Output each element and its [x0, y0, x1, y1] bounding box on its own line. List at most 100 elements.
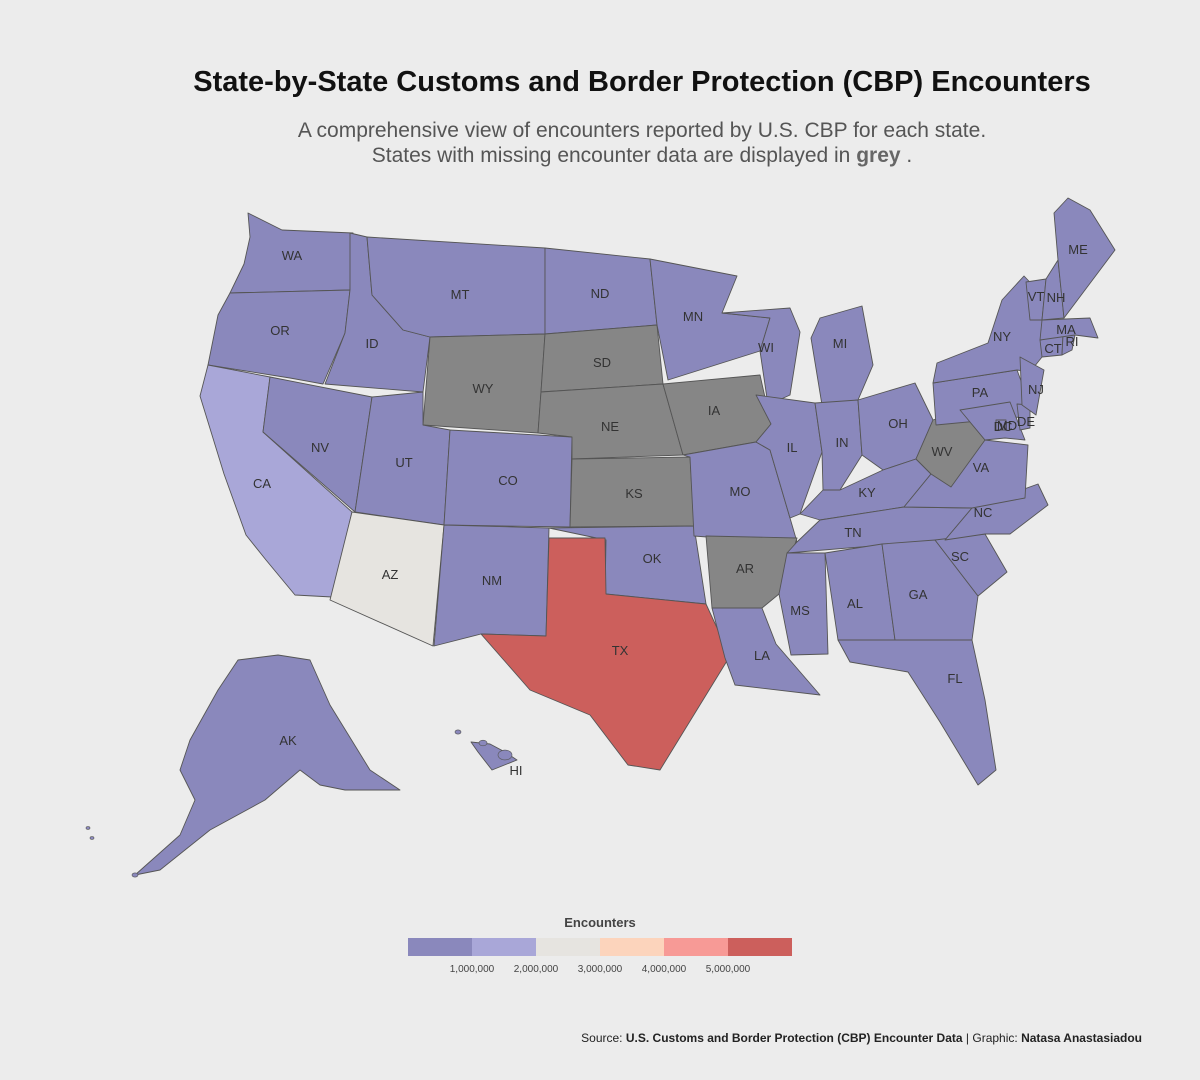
state-label-nd: ND	[591, 286, 610, 301]
state-label-ia: IA	[708, 403, 721, 418]
state-label-fl: FL	[947, 671, 962, 686]
state-tx	[480, 537, 731, 771]
island-shape	[131, 872, 139, 878]
state-mi	[810, 305, 874, 406]
legend-tick-4: 4,000,000	[641, 964, 687, 975]
state-az	[329, 511, 445, 647]
state-label-wv: WV	[932, 444, 953, 459]
state-label-tx: TX	[612, 643, 629, 658]
source-name: U.S. Customs and Border Protection (CBP)…	[625, 1031, 963, 1045]
subtitle-grey-highlight: grey	[856, 144, 901, 167]
state-label-nv: NV	[311, 440, 329, 455]
state-label-ne: NE	[601, 419, 619, 434]
state-label-nj: NJ	[1028, 382, 1044, 397]
state-label-sd: SD	[593, 355, 611, 370]
state-label-me: ME	[1068, 242, 1088, 257]
state-label-ny: NY	[993, 329, 1011, 344]
state-label-nm: NM	[482, 573, 502, 588]
state-mn	[649, 258, 771, 381]
state-label-hi: HI	[510, 763, 523, 778]
state-label-mn: MN	[683, 309, 703, 324]
subtitle-line-2-prefix: States with missing encounter data are d…	[371, 144, 851, 167]
map-subtitle: A comprehensive view of encounters repor…	[0, 118, 1200, 168]
source-credit: Source: U.S. Customs and Border Protecti…	[581, 1031, 1142, 1045]
state-label-mt: MT	[451, 287, 470, 302]
legend-swatch-1	[408, 938, 472, 956]
state-label-il: IL	[787, 440, 798, 455]
state-label-nc: NC	[974, 505, 993, 520]
source-label: Source:	[581, 1031, 623, 1045]
state-fl	[837, 639, 997, 786]
graphic-author: Natasa Anastasiadou	[1021, 1031, 1142, 1045]
state-hi	[470, 741, 518, 771]
graphic-label: | Graphic:	[965, 1031, 1018, 1045]
state-ar	[705, 535, 798, 609]
state-label-oh: OH	[888, 416, 908, 431]
legend-swatch-5	[664, 938, 728, 956]
state-label-ca: CA	[253, 476, 271, 491]
state-label-az: AZ	[382, 567, 399, 582]
state-labels-layer: WA OR CA NV ID MT WY UT AZ CO NM ND SD NE KS OK TX MN IA MO…	[253, 242, 1088, 778]
subtitle-line-2-suffix: .	[906, 144, 913, 167]
legend-swatch-6	[728, 938, 792, 956]
island-shape	[478, 739, 488, 747]
state-label-wy: WY	[473, 381, 494, 396]
state-label-mi: MI	[833, 336, 847, 351]
state-label-ar: AR	[736, 561, 754, 576]
legend-tick-1: 1,000,000	[449, 964, 495, 975]
state-label-de: DE	[1017, 414, 1035, 429]
island-shape	[497, 749, 513, 761]
state-ak	[134, 654, 401, 876]
island-shape	[89, 836, 95, 840]
states-layer	[85, 197, 1116, 878]
legend-tick-3: 3,000,000	[577, 964, 623, 975]
state-label-ky: KY	[858, 485, 876, 500]
legend-swatch-4	[600, 938, 664, 956]
state-label-wa: WA	[282, 248, 303, 263]
state-label-ut: UT	[395, 455, 412, 470]
legend-title: Encounters	[564, 915, 636, 930]
state-label-tn: TN	[844, 525, 861, 540]
state-label-wi: WI	[758, 340, 774, 355]
state-label-ma: MA	[1056, 322, 1076, 337]
state-label-al: AL	[847, 596, 863, 611]
state-md	[959, 401, 1026, 441]
state-label-sc: SC	[951, 549, 969, 564]
state-ma	[1039, 317, 1099, 341]
island-shape	[85, 826, 91, 830]
state-label-ks: KS	[625, 486, 643, 501]
state-label-ga: GA	[909, 587, 928, 602]
state-label-ri: RI	[1066, 334, 1079, 349]
legend-color-bar	[408, 938, 792, 956]
subtitle-line-2: States with missing encounter data are d…	[0, 143, 1200, 168]
state-label-vt: VT	[1028, 289, 1045, 304]
state-label-la: LA	[754, 648, 770, 663]
state-label-ct: CT	[1044, 341, 1061, 356]
state-label-va: VA	[973, 460, 990, 475]
state-label-nh: NH	[1047, 290, 1066, 305]
state-la	[711, 607, 821, 696]
state-label-dc: DC	[994, 419, 1013, 434]
state-label-md: MD	[997, 418, 1017, 433]
legend-tick-2: 2,000,000	[513, 964, 559, 975]
state-label-or: OR	[270, 323, 290, 338]
legend-swatch-3	[536, 938, 600, 956]
state-me	[1053, 197, 1116, 319]
state-dc	[995, 419, 1007, 431]
state-label-in: IN	[836, 435, 849, 450]
state-label-ms: MS	[790, 603, 810, 618]
subtitle-line-1: A comprehensive view of encounters repor…	[297, 119, 987, 142]
state-ms	[778, 552, 829, 656]
state-label-mo: MO	[730, 484, 751, 499]
state-label-ak: AK	[279, 733, 297, 748]
state-label-pa: PA	[972, 385, 989, 400]
state-nj	[1019, 356, 1045, 416]
island-shape	[454, 729, 462, 735]
state-label-id: ID	[366, 336, 379, 351]
state-label-co: CO	[498, 473, 518, 488]
legend-tick-5: 5,000,000	[705, 964, 751, 975]
map-title: State-by-State Customs and Border Protec…	[193, 66, 1091, 98]
legend-swatch-2	[472, 938, 536, 956]
state-label-ok: OK	[643, 551, 662, 566]
